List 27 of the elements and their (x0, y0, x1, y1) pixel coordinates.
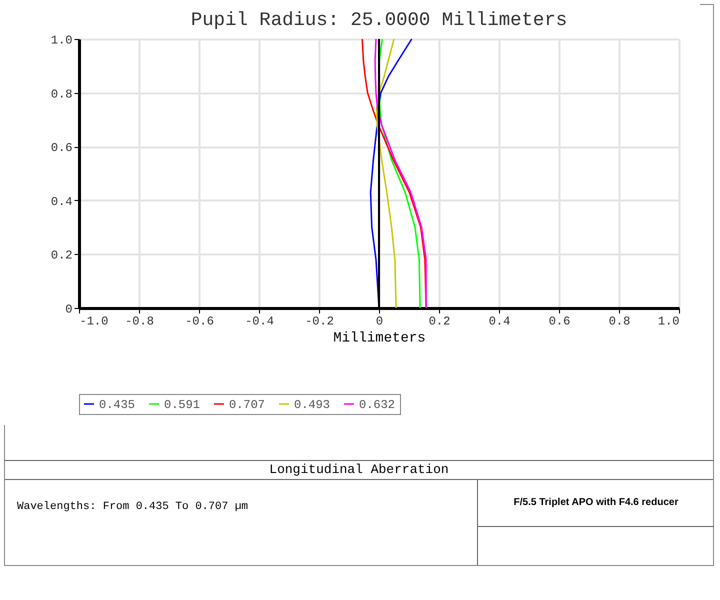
legend-label: 0.632 (359, 398, 396, 412)
legend-label: 0.435 (99, 398, 136, 412)
text: Wavelengths: From 0.435 To 0.707 µm (17, 501, 248, 513)
text: F/5.5 Triplet APO with F4.6 reducer (478, 480, 714, 527)
y-tick-label: 0.4 (50, 194, 72, 209)
x-tick-label: 0.2 (428, 314, 450, 328)
y-tick-label: 0.2 (50, 248, 72, 263)
x-tick-label: -0.6 (185, 314, 214, 328)
x-tick-label: -1.0 (80, 314, 108, 328)
x-tick-label: -0.8 (125, 314, 154, 328)
x-axis-title: Millimeters (333, 330, 426, 346)
legend-label: 0.493 (294, 398, 330, 412)
text: Longitudinal Aberration (5, 461, 713, 480)
x-tick-label: 0 (376, 314, 384, 328)
x-tick-label: 0.4 (488, 314, 510, 328)
y-tick-label: 0.8 (50, 87, 72, 102)
y-tick-label: 1.0 (50, 34, 72, 48)
y-tick-label: 0 (65, 302, 72, 316)
chart-title: Pupil Radius: 25.0000 Millimeters (190, 9, 568, 31)
x-tick-label: 0.6 (548, 314, 570, 328)
legend-label: 0.591 (164, 398, 200, 412)
x-tick-label: -0.2 (305, 314, 334, 328)
x-tick-label: 1.0 (658, 314, 680, 328)
legend-label: 0.707 (229, 398, 266, 412)
x-tick-label: 0.8 (608, 314, 630, 328)
x-tick-label: -0.4 (245, 314, 274, 328)
y-tick-label: 0.6 (50, 141, 72, 156)
